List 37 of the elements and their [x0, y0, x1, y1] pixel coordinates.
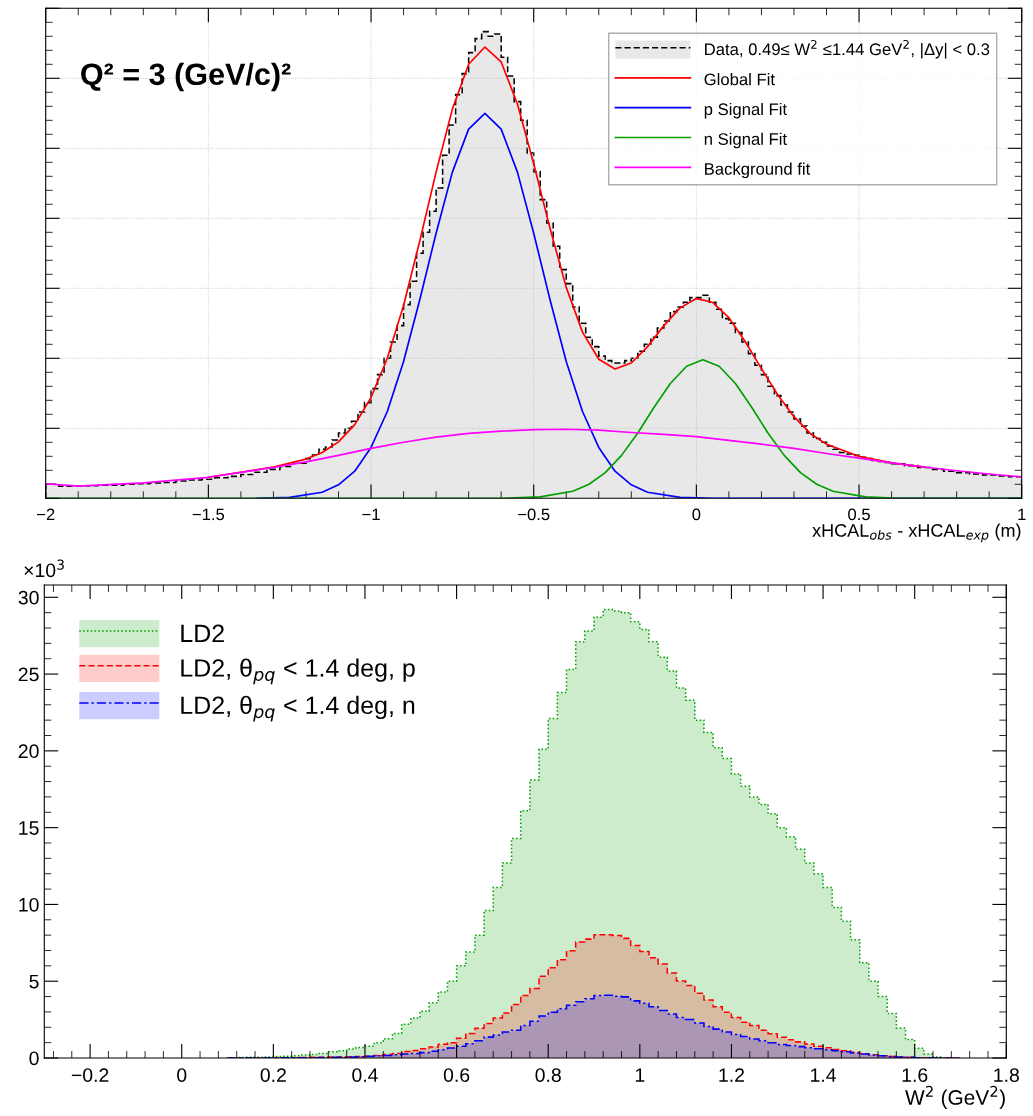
- x-tick-label: 0.8: [535, 1068, 561, 1082]
- x-tick-label: 0.2: [260, 1068, 286, 1082]
- x-tick-label: −0.5: [518, 508, 550, 521]
- y-tick-label: 5: [29, 974, 39, 989]
- legend-label: LD2: [181, 624, 224, 642]
- annotation: Q² = 3 (GeV/c)²: [81, 62, 291, 92]
- x-tick-label: 1.2: [719, 1068, 744, 1082]
- x-tick-label: 0.6: [443, 1068, 470, 1082]
- x-tick-label: −1.5: [192, 508, 225, 521]
- y-tick-label: 25: [18, 667, 39, 682]
- legend-label: LD2, θ$_{pq}$ < 1.4 deg, p: [181, 658, 415, 685]
- y-tick-label: 15: [19, 821, 39, 835]
- y-tick-label: 20: [18, 744, 39, 759]
- x-tick-label: 1: [1018, 508, 1026, 521]
- y-tick-label: 30: [18, 590, 39, 605]
- legend-label: p Signal Fit: [704, 102, 787, 119]
- legend-label: Background fit: [705, 162, 811, 179]
- x-tick-label: −2: [37, 508, 55, 521]
- legend-label: Data, 0.49≤ W$^{2}$ ≤1.44 GeV$^{2}$, |Δy| < 0.3: [705, 39, 990, 59]
- y-tick-label: 10: [19, 897, 39, 912]
- x-tick-label: 1.8: [994, 1068, 1019, 1082]
- x-axis-title: xHCAL$_{obs}$ - xHCAL$_{exp}$ (m): [812, 523, 1021, 543]
- x-tick-label: 0: [177, 1068, 187, 1082]
- y-tick-label: 0: [29, 1051, 39, 1066]
- x-tick-label: −1: [362, 508, 380, 521]
- y-axis-title: ×10$^{3}$: [24, 559, 64, 578]
- legend-label: Global Fit: [704, 73, 775, 86]
- x-axis-title: W$^{2}$ (GeV$^{2}$): [905, 1085, 1005, 1109]
- x-tick-label: 0.5: [848, 508, 870, 521]
- legend-label: LD2, θ$_{pq}$ < 1.4 deg, n: [181, 695, 415, 722]
- legend-label: n Signal Fit: [704, 132, 787, 149]
- x-tick-label: 1: [635, 1068, 645, 1082]
- x-tick-label: 0.4: [352, 1068, 378, 1082]
- x-tick-label: 1.4: [811, 1068, 837, 1082]
- x-tick-label: 0: [692, 508, 701, 521]
- x-tick-label: −0.2: [71, 1068, 109, 1082]
- x-tick-label: 1.6: [902, 1068, 928, 1082]
